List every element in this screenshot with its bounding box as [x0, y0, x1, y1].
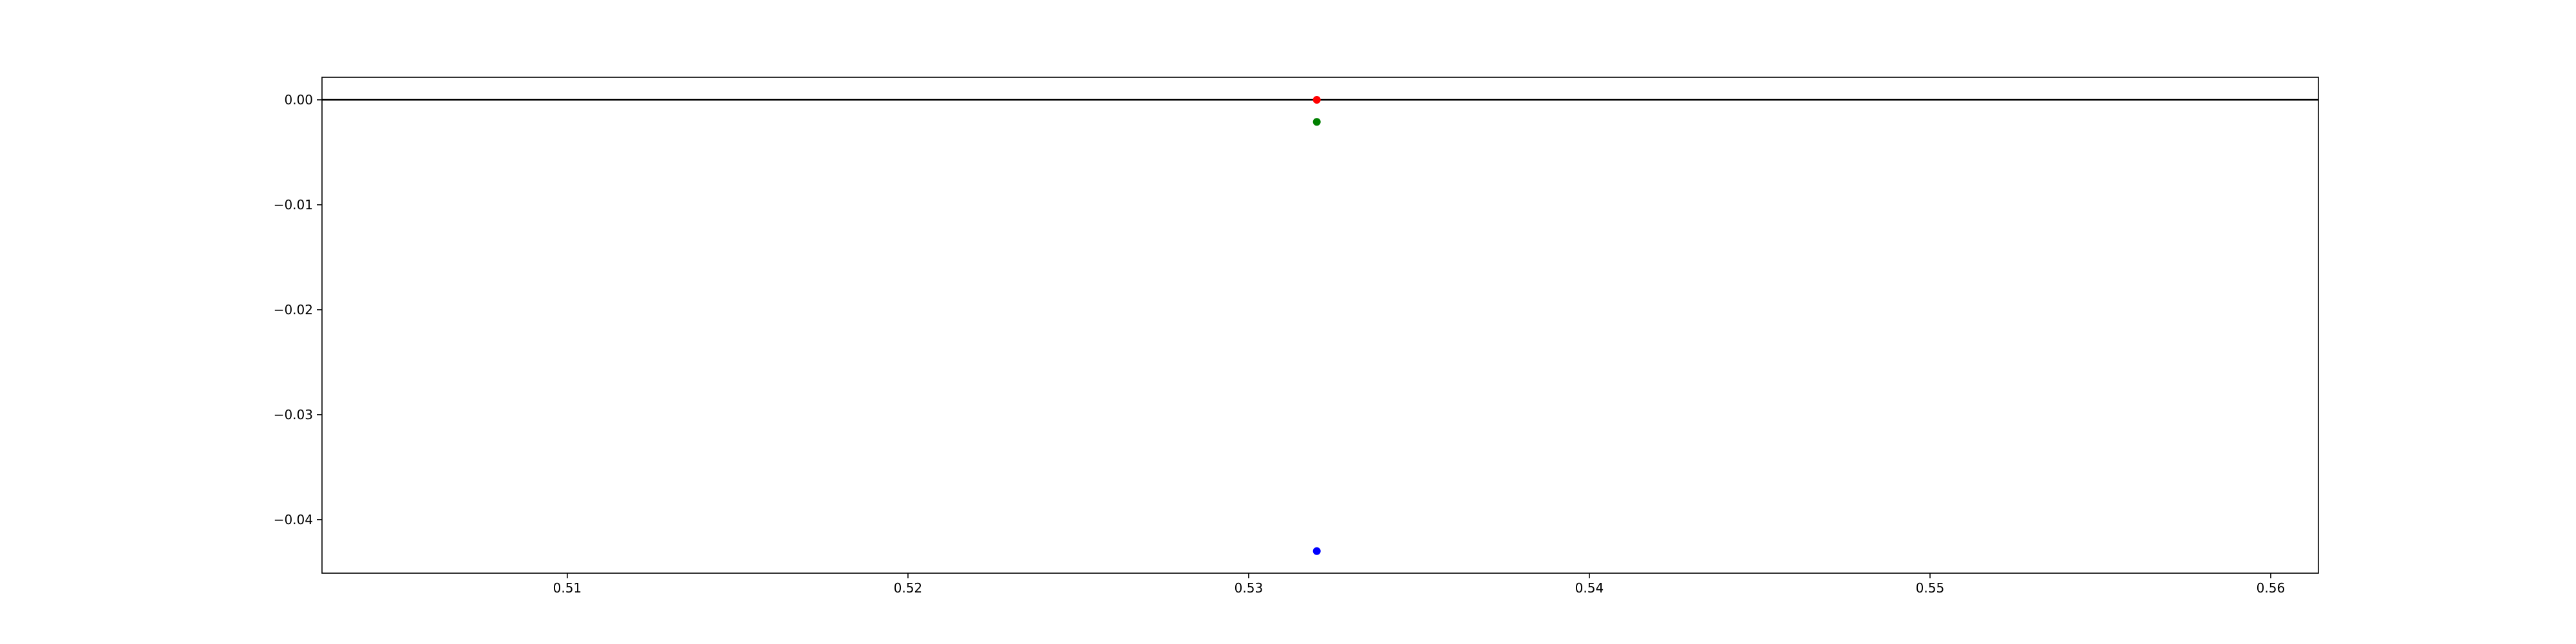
y-tick-label: −0.03: [274, 407, 313, 422]
x-tick-label: 0.53: [1235, 580, 1264, 596]
x-tick-label: 0.55: [1916, 580, 1945, 596]
x-tick-label: 0.51: [553, 580, 582, 596]
x-tick-label: 0.52: [894, 580, 923, 596]
x-axis: 0.51 0.52 0.53 0.54 0.55 0.56: [553, 573, 2286, 596]
data-point: [1312, 118, 1321, 126]
y-tick-label: −0.02: [274, 302, 313, 317]
x-tick-label: 0.56: [2257, 580, 2286, 596]
data-point: [1312, 547, 1321, 555]
x-tick-label: 0.54: [1575, 580, 1604, 596]
plot-area-frame: [321, 77, 2319, 574]
y-tick-label: 0.00: [284, 92, 313, 108]
y-tick-label: −0.01: [274, 197, 313, 213]
data-point: [1312, 96, 1321, 104]
y-tick-label: −0.04: [274, 512, 313, 527]
y-axis: 0.00 −0.01 −0.02 −0.03 −0.04: [274, 92, 322, 527]
data-points: [1312, 96, 1321, 555]
